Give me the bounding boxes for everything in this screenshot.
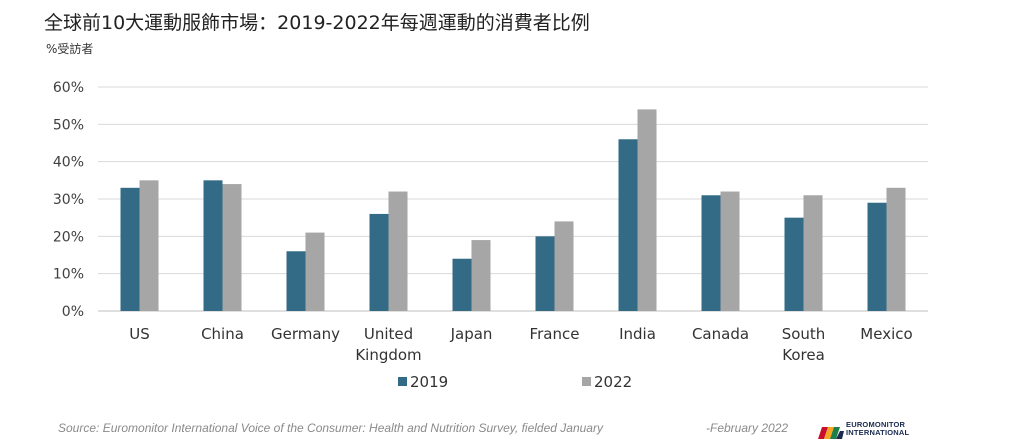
bar-2019-germany [286, 251, 306, 311]
bar-chart: 0% 10% 20% 30% 40% 50% 60% US China Germany United… [53, 80, 928, 391]
y-tick-label: 0% [62, 304, 84, 320]
legend-swatch-2022 [582, 377, 591, 386]
bar-2022-china [222, 184, 242, 311]
bar-2019-us [120, 187, 140, 311]
bar-2022-south-korea [803, 195, 823, 311]
bar-2019-south-korea [784, 217, 804, 311]
logo-wordmark: EUROMONITOR INTERNATIONAL [846, 420, 910, 437]
logo-mark-icon [818, 427, 844, 439]
bar-2019-china [203, 180, 223, 311]
x-tick-label: Kingdom [355, 346, 421, 364]
x-tick-label: Japan [450, 325, 493, 343]
bar-2022-germany [305, 232, 325, 311]
bar-2022-india [637, 109, 657, 312]
bar-2019-united-kingdom [369, 213, 389, 311]
x-tick-label: Mexico [860, 325, 912, 343]
bar-2022-mexico [886, 187, 906, 311]
bar-2022-canada [720, 191, 740, 311]
y-axis-unit-label: %受訪者 [46, 42, 94, 56]
bar-2019-mexico [867, 202, 887, 311]
y-tick-label: 20% [53, 229, 84, 245]
source-note: Source: Euromonitor International Voice … [58, 421, 603, 435]
y-tick-label: 30% [53, 192, 84, 208]
x-tick-label: Canada [692, 325, 749, 343]
x-tick-label: US [129, 325, 150, 343]
y-tick-label: 10% [53, 267, 84, 283]
legend-swatch-2019 [398, 377, 407, 386]
x-tick-label: Germany [271, 325, 340, 343]
bar-2019-india [618, 139, 638, 311]
bar-2022-us [139, 180, 159, 311]
chart-title: 全球前10大運動服飾市場：2019-2022年每週運動的消費者比例 [44, 12, 590, 34]
y-tick-label: 50% [53, 117, 84, 133]
euromonitor-logo: EUROMONITOR INTERNATIONAL [818, 420, 918, 442]
y-tick-label: 40% [53, 155, 84, 171]
x-tick-label: China [201, 325, 244, 343]
legend-label-2019: 2019 [410, 373, 448, 391]
legend-label-2022: 2022 [594, 373, 632, 391]
bar-2022-japan [471, 240, 491, 311]
bar-2019-canada [701, 195, 721, 311]
source-date: -February 2022 [706, 421, 789, 435]
x-tick-label: Korea [782, 346, 825, 364]
y-tick-label: 60% [53, 80, 84, 96]
x-tick-label: India [619, 325, 656, 343]
bar-2022-united-kingdom [388, 191, 408, 311]
bar-2019-japan [452, 258, 472, 311]
x-tick-label: France [530, 325, 580, 343]
bar-2022-france [554, 221, 574, 311]
x-tick-label: United [364, 325, 413, 343]
bar-2019-france [535, 236, 555, 311]
x-tick-label: South [782, 325, 826, 343]
